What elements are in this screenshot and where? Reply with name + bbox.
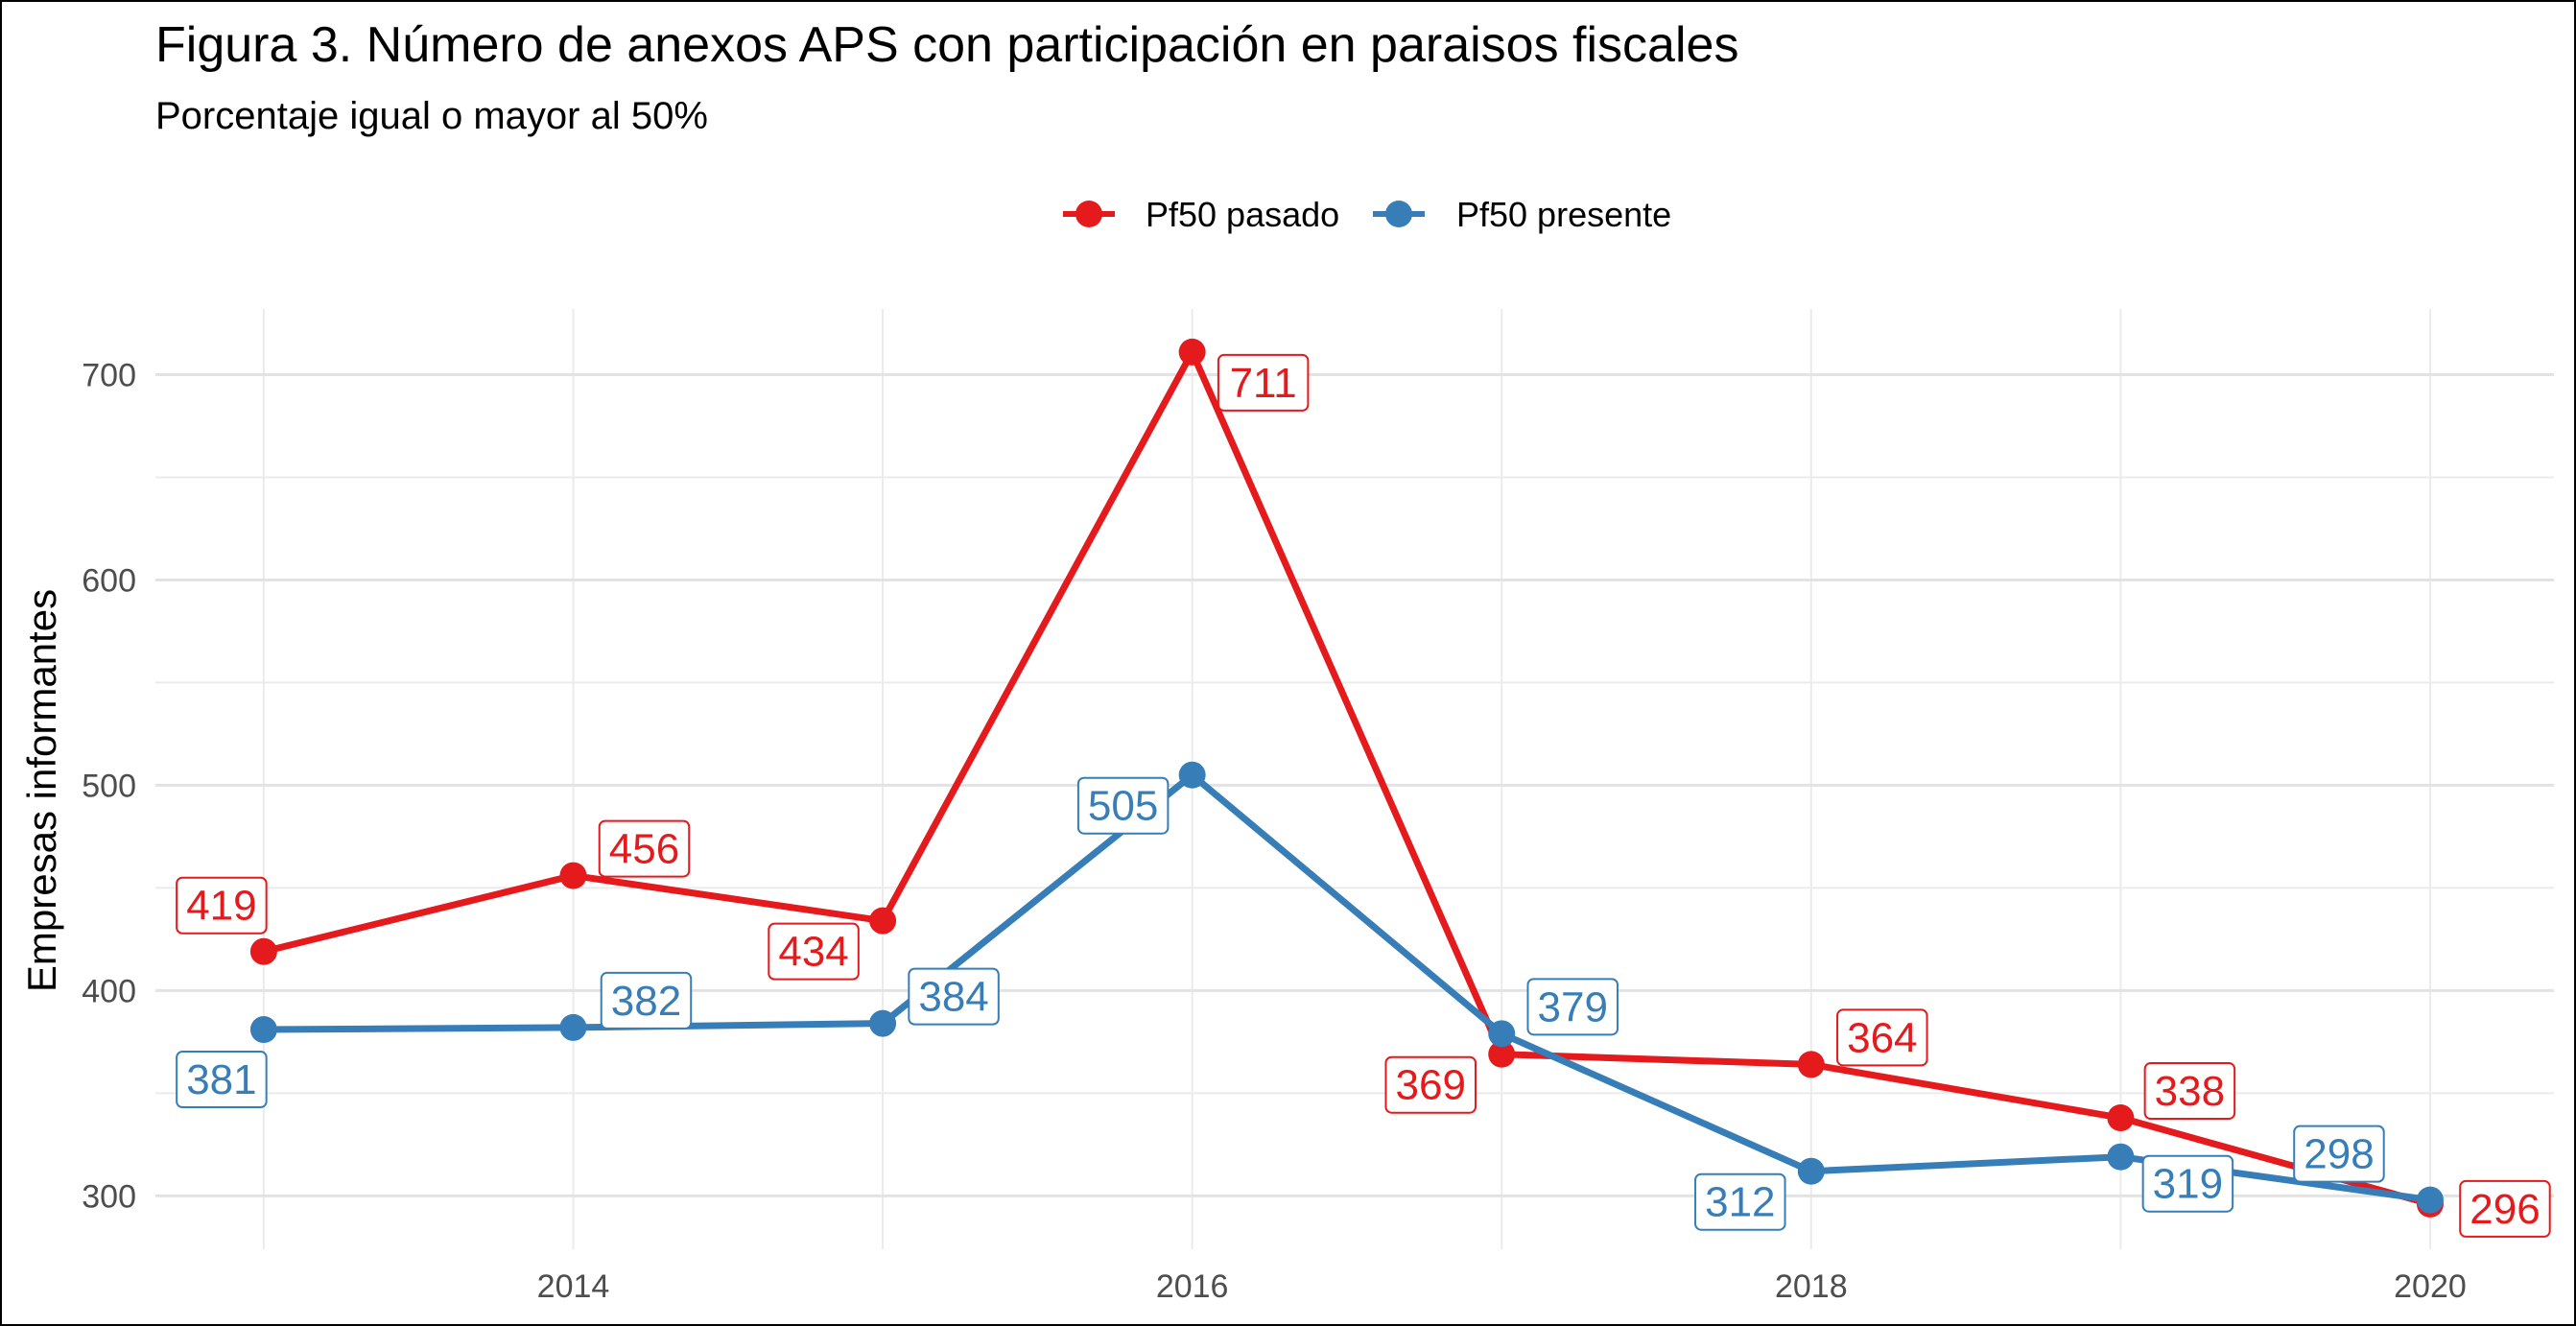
x-tick-label: 2018 <box>1775 1268 1848 1305</box>
chart-title: Figura 3. Número de anexos APS con parti… <box>155 17 1738 73</box>
y-tick-label: 400 <box>82 973 136 1009</box>
series-line-1 <box>260 771 2434 1204</box>
legend-marker-presente <box>1385 201 1412 227</box>
y-tick-label: 500 <box>82 768 136 804</box>
data-label-box <box>1836 1008 1928 1067</box>
data-label-box <box>2143 1062 2236 1121</box>
data-label: 419 <box>186 883 256 930</box>
data-labels: 419 456 434 711 369 364 338 296 381 382 384 505 379 3… <box>176 353 2551 1238</box>
data-point <box>1797 1051 1825 1078</box>
x-tick-label: 2014 <box>537 1268 610 1305</box>
data-label-box <box>1217 353 1310 412</box>
data-label-box <box>2459 1179 2551 1238</box>
data-label: 319 <box>2153 1161 2223 1208</box>
data-label-box <box>2141 1154 2234 1213</box>
data-point <box>249 937 277 965</box>
data-label: 296 <box>2470 1186 2540 1233</box>
data-label: 711 <box>1230 360 1297 407</box>
y-axis: 300 400 500 600 700 <box>82 357 136 1215</box>
data-point <box>2416 1186 2444 1214</box>
data-label: 379 <box>1538 983 1608 1030</box>
data-label: 434 <box>778 929 848 976</box>
data-label: 369 <box>1396 1062 1466 1109</box>
data-point <box>1488 1020 1516 1048</box>
series-line-0 <box>260 348 2434 1208</box>
data-label: 364 <box>1847 1014 1917 1061</box>
legend-label-pasado: Pf50 pasado <box>1146 195 1339 234</box>
data-point <box>1797 1157 1825 1185</box>
chart-subtitle: Porcentaje igual o mayor al 50% <box>155 95 708 137</box>
data-label: 505 <box>1088 783 1158 830</box>
data-point <box>2107 1143 2135 1171</box>
y-tick-label: 600 <box>82 562 136 599</box>
data-point <box>559 862 587 889</box>
data-label-box <box>1526 978 1619 1036</box>
data-point <box>869 1009 897 1037</box>
y-tick-label: 300 <box>82 1178 136 1215</box>
series-layer <box>249 338 2444 1218</box>
data-point <box>2107 1104 2135 1132</box>
data-label-box <box>2293 1125 2385 1183</box>
data-label-box <box>1694 1172 1786 1231</box>
data-label: 312 <box>1705 1179 1775 1226</box>
data-label-box <box>598 819 691 878</box>
data-label: 338 <box>2155 1068 2225 1115</box>
legend: Pf50 pasado Pf50 presente <box>1063 195 1671 234</box>
data-label-box <box>1076 776 1170 835</box>
y-tick-label: 700 <box>82 357 136 393</box>
data-label-box <box>768 922 860 981</box>
data-label-box <box>176 1051 268 1109</box>
data-label: 298 <box>2304 1131 2374 1178</box>
data-label: 456 <box>609 826 679 873</box>
grid <box>155 309 2554 1249</box>
data-label: 382 <box>611 978 681 1025</box>
data-label-box <box>600 971 693 1030</box>
data-label: 381 <box>186 1056 256 1103</box>
data-label-box <box>176 876 268 935</box>
data-point <box>869 907 897 935</box>
data-point <box>1178 761 1206 789</box>
data-point <box>249 1016 277 1044</box>
data-label: 384 <box>918 974 988 1021</box>
x-axis: 2014 2016 2018 2020 <box>537 1268 2467 1305</box>
y-axis-title: Empresas informantes <box>19 589 64 992</box>
legend-marker-pasado <box>1075 201 1102 227</box>
data-point <box>1488 1040 1516 1068</box>
x-tick-label: 2020 <box>2394 1268 2467 1305</box>
data-point <box>559 1013 587 1041</box>
x-tick-label: 2016 <box>1156 1268 1229 1305</box>
legend-label-presente: Pf50 presente <box>1456 195 1671 234</box>
data-label-box <box>1384 1055 1477 1114</box>
data-label-box <box>908 967 1000 1026</box>
data-point <box>1178 338 1206 366</box>
